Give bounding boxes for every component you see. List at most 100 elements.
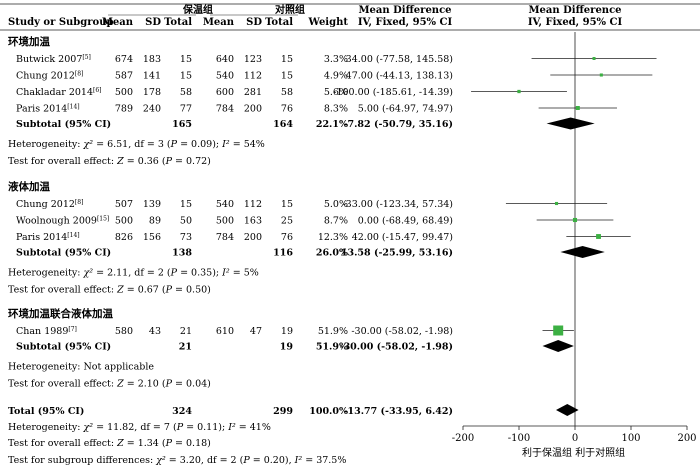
subgroup-3-study-1-ci: -30.00 (-58.02, -1.98) — [351, 326, 453, 337]
subgroup-2-study-2-ctrl-sd: 163 — [244, 216, 262, 227]
subgroup-3-study-1-ctrl-mean: 610 — [216, 326, 234, 337]
subgroup-3-subtotal-ci: -30.00 (-58.02, -1.98) — [340, 342, 453, 353]
subgroup-2-subtotal-weight: 26.0% — [316, 248, 348, 259]
subgroup-2-study-3-ctrl-sd: 200 — [244, 232, 262, 243]
subgroup-2-study-1-weight: 5.0% — [324, 199, 348, 210]
subgroup-2-study-3-exp-sd: 156 — [143, 232, 161, 243]
md-method-left: IV, Fixed, 95% CI — [358, 17, 453, 28]
subgroup-1-subtotal-weight: 22.1% — [316, 119, 348, 130]
subgroup-2-study-1-ctrl-sd: 112 — [244, 199, 262, 210]
subgroup-1-study-4-name: Paris 2014[14] — [16, 104, 80, 115]
subgroup-2-study-2-name: Woolnough 2009[15] — [16, 216, 109, 227]
subgroup-3-overall-test: Test for overall effect: Z = 2.10 (P = 0… — [8, 379, 211, 390]
ctrl-group-header: 对照组 — [275, 3, 305, 16]
subgroup-1-study-4-exp-total: 77 — [180, 104, 192, 115]
subgroup-1-study-1-ctrl-mean: 640 — [216, 54, 234, 65]
subgroup-1-study-1-ctrl-sd: 123 — [244, 54, 262, 65]
subgroup-1-subtotal-diamond — [546, 117, 595, 130]
total-label: Total (95% CI) — [8, 406, 84, 417]
subgroup-1-study-4-exp-mean: 789 — [115, 104, 133, 115]
subgroup-1-study-2-name: Chung 2012[8] — [16, 71, 83, 82]
total-heterogeneity: Heterogeneity: χ² = 11.82, df = 7 (P = 0… — [8, 422, 271, 433]
subgroup-1-study-2-exp-sd: 141 — [143, 71, 161, 82]
subgroup-1-study-3-exp-mean: 500 — [115, 87, 133, 98]
subgroup-1-study-2-exp-mean: 587 — [115, 71, 133, 82]
ctrl-total-header: Total — [265, 17, 293, 28]
subgroup-2-overall-test: Test for overall effect: Z = 0.67 (P = 0… — [8, 285, 211, 296]
subgroup-2-study-1-name: Chung 2012[8] — [16, 199, 83, 210]
subgroup-1-study-3-square — [517, 89, 521, 94]
subgroup-2-study-3-weight: 12.3% — [318, 232, 348, 243]
subgroup-2-study-3-name: Paris 2014[14] — [16, 232, 80, 243]
subgroup-1-overall-test: Test for overall effect: Z = 0.36 (P = 0… — [8, 156, 211, 167]
x-tick-label-200: 200 — [677, 433, 696, 444]
subgroup-2-study-1-exp-total: 15 — [180, 199, 192, 210]
subgroup-2-title: 液体加温 — [8, 180, 50, 193]
subgroup-1-study-1-name: Butwick 2007[5] — [16, 54, 91, 65]
subgroup-2-study-2-exp-sd: 89 — [149, 216, 161, 227]
subgroup-3-subtotal-diamond — [542, 340, 574, 352]
subgroup-2-study-3-exp-mean: 826 — [115, 232, 133, 243]
subgroup-1-study-1-exp-total: 15 — [180, 54, 192, 65]
study-header: Study or Subgroup — [8, 17, 114, 28]
favours-left-label: 利于保温组 — [522, 446, 572, 459]
subgroup-1-study-1-square — [592, 57, 596, 60]
subgroup-3-study-1-name: Chan 1989[7] — [16, 326, 77, 337]
subgroup-3-subtotal-label: Subtotal (95% CI) — [16, 342, 111, 353]
subgroup-3-subtotal-ctrl-total: 19 — [280, 342, 294, 353]
subgroup-1-study-4-exp-sd: 240 — [143, 104, 161, 115]
subgroup-2-study-1-square — [554, 201, 559, 206]
subgroup-1-study-4-weight: 8.3% — [324, 104, 348, 115]
subgroup-1-study-1-ci: 34.00 (-77.58, 145.58) — [346, 54, 453, 65]
subgroup-1-study-4-ctrl-mean: 784 — [216, 104, 234, 115]
exp-mean-header: Mean — [102, 17, 134, 28]
subgroup-1-study-2-ci: 47.00 (-44.13, 138.13) — [346, 71, 453, 82]
exp-total-header: Total — [164, 17, 192, 28]
subgroup-3-subtotal-weight: 51.9% — [316, 342, 348, 353]
subgroup-1-study-2-exp-total: 15 — [180, 71, 192, 82]
subgroup-3-study-1-exp-sd: 43 — [149, 326, 161, 337]
x-tick-label--200: -200 — [452, 433, 474, 444]
subgroup-2-subtotal-ctrl-total: 116 — [273, 248, 293, 259]
ctrl-sd-header: SD — [246, 17, 262, 28]
subgroup-2-study-2-square — [572, 217, 578, 223]
subgroup-3-title: 环境加温联合液体加温 — [8, 307, 113, 320]
subgroup-1-study-3-ctrl-mean: 600 — [216, 87, 234, 98]
ctrl-mean-header: Mean — [203, 17, 235, 28]
x-tick-label-100: 100 — [621, 433, 640, 444]
subgroup-2-subtotal-ci: 13.58 (-25.99, 53.16) — [341, 248, 453, 259]
total-overall-test: Test for overall effect: Z = 1.34 (P = 0… — [8, 438, 211, 449]
subgroup-1-study-3-exp-total: 58 — [180, 87, 192, 98]
subgroup-1-study-1-weight: 3.3% — [324, 54, 348, 65]
md-title-right: Mean Difference — [528, 5, 621, 16]
subgroup-2-study-2-ctrl-total: 25 — [281, 216, 293, 227]
subgroup-2-subtotal-label: Subtotal (95% CI) — [16, 248, 111, 259]
subgroup-1-subtotal-label: Subtotal (95% CI) — [16, 119, 111, 130]
subgroup-3-study-1-square — [553, 325, 564, 336]
subgroup-2-study-3-ctrl-mean: 784 — [216, 232, 234, 243]
subgroup-2-heterogeneity: Heterogeneity: χ² = 2.11, df = 2 (P = 0.… — [8, 268, 259, 279]
subgroup-1-study-3-name: Chakladar 2014[6] — [16, 87, 102, 98]
subgroup-3-study-1-exp-mean: 580 — [115, 326, 133, 337]
subgroup-1-study-2-ctrl-sd: 112 — [244, 71, 262, 82]
subgroup-2-subtotal-exp-total: 138 — [172, 248, 192, 259]
subgroup-2-study-3-ci: 42.00 (-15.47, 99.47) — [352, 232, 453, 243]
subgroup-2-study-3-exp-total: 73 — [180, 232, 192, 243]
subgroup-1-subtotal-ci: -7.82 (-50.79, 35.16) — [344, 119, 453, 130]
subgroup-1-study-3-exp-sd: 178 — [143, 87, 161, 98]
subgroup-2-study-3-ctrl-total: 76 — [281, 232, 293, 243]
subgroup-2-subtotal-diamond — [560, 246, 605, 258]
subgroup-2-study-1-ctrl-total: 15 — [281, 199, 293, 210]
subgroup-1-study-4-ci: 5.00 (-64.97, 74.97) — [358, 104, 453, 115]
total-diamond — [555, 404, 579, 416]
subgroup-1-study-2-ctrl-total: 15 — [281, 71, 293, 82]
subgroup-1-title: 环境加温 — [8, 35, 50, 48]
subgroup-3-study-1-weight: 51.9% — [318, 326, 348, 337]
subgroup-1-study-1-ctrl-total: 15 — [281, 54, 293, 65]
subgroup-2-study-2-exp-total: 50 — [180, 216, 192, 227]
subgroup-1-study-3-weight: 5.6% — [324, 87, 348, 98]
subgroup-2-study-2-ctrl-mean: 500 — [216, 216, 234, 227]
total-ctrl-total: 299 — [273, 406, 293, 417]
exp-sd-header: SD — [145, 17, 161, 28]
